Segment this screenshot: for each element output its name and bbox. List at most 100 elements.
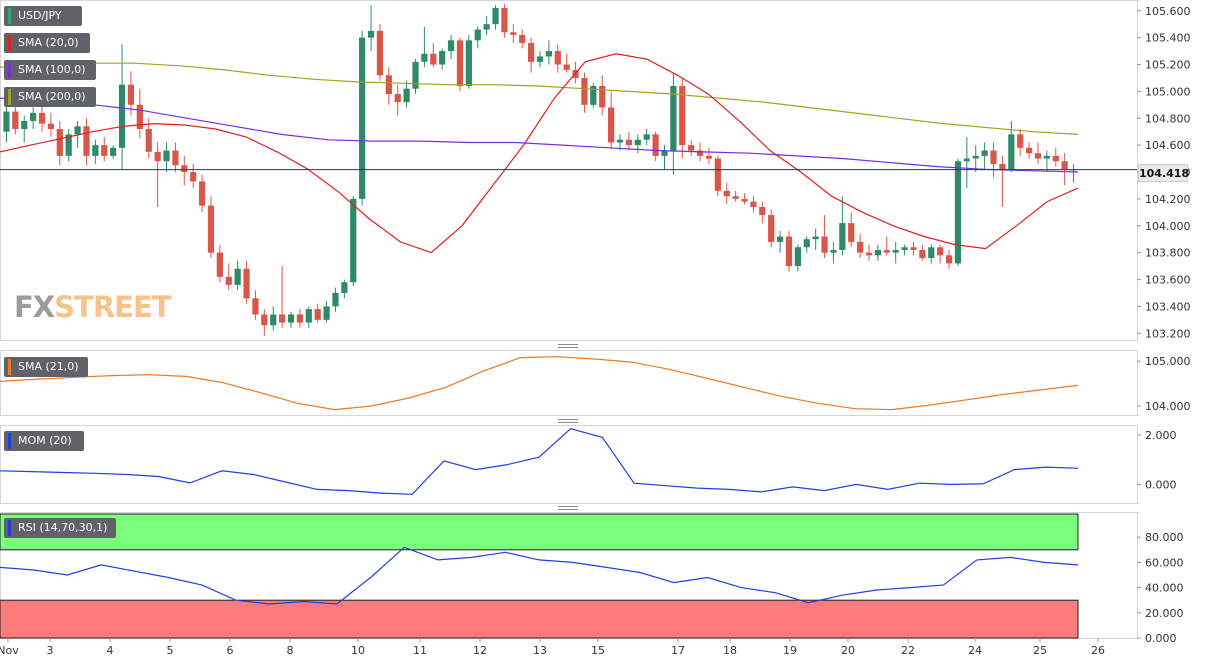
candle-body	[963, 158, 970, 162]
sma200-line	[0, 62, 1079, 135]
candle-body	[928, 247, 935, 259]
legend-rsi-swatch	[8, 520, 11, 536]
candle-body	[661, 150, 668, 156]
price-axis-label: 104.600	[1145, 139, 1191, 152]
candle-body	[652, 134, 659, 156]
legend-rsi-label: RSI (14,70,30,1)	[18, 521, 108, 534]
x-axis-label: 6	[227, 644, 234, 657]
candle-body	[350, 198, 357, 283]
candle-body	[599, 86, 606, 108]
mom-line	[0, 428, 1079, 495]
sma20-line	[0, 53, 1079, 254]
candle-body	[465, 40, 472, 87]
panel-splitter-handle	[558, 506, 578, 507]
candle-body	[768, 215, 775, 242]
candle-body	[750, 201, 757, 207]
candle-body	[403, 88, 410, 103]
candle-body	[492, 8, 499, 25]
x-axis-label: 4	[107, 644, 114, 657]
candle-body	[1017, 134, 1024, 148]
candle-body	[198, 181, 206, 206]
candle-body	[554, 51, 561, 65]
candle-body	[412, 61, 419, 89]
candle-body	[385, 75, 392, 95]
sma21-axis-label: 104.000	[1145, 400, 1191, 413]
candle-body	[421, 53, 428, 62]
candle-body	[812, 236, 819, 240]
candle-body	[225, 276, 232, 285]
panel-splitter-handle	[558, 347, 578, 348]
candle-body	[821, 236, 828, 253]
candle-body	[910, 247, 917, 250]
legend-sma100-swatch	[8, 62, 11, 78]
x-axis-label: 26	[1091, 644, 1105, 657]
legend-sma21-label: SMA (21,0)	[18, 360, 79, 373]
candle-body	[332, 292, 339, 307]
candle-body	[190, 172, 197, 182]
sma21-panel-frame	[0, 350, 1138, 416]
candle-body	[163, 150, 170, 162]
candle-body	[990, 150, 997, 164]
candle-body	[892, 249, 899, 253]
candle-body	[305, 309, 312, 323]
candle-body	[172, 150, 179, 166]
candle-body	[937, 247, 944, 256]
candle-body	[456, 40, 464, 87]
candle-body	[261, 314, 268, 326]
candle-body	[1052, 155, 1059, 162]
legend-mom: MOM (20)	[4, 431, 84, 451]
candle-body	[972, 155, 979, 159]
candle-body	[670, 86, 677, 151]
x-axis-label: 22	[901, 644, 915, 657]
candle-body	[501, 8, 508, 33]
rsi-axis-label: 40.000	[1145, 582, 1184, 595]
candle-body	[999, 163, 1006, 170]
rsi-overbought-band	[0, 513, 1079, 551]
rsi-line	[0, 546, 1079, 605]
legend-sma100-label: SMA (100,0)	[18, 63, 86, 76]
legend-rsi: RSI (14,70,30,1)	[4, 518, 116, 538]
candle-body	[732, 196, 739, 199]
candle-body	[447, 40, 455, 52]
legend-sma100: SMA (100,0)	[4, 60, 96, 80]
candle-body	[954, 161, 962, 264]
candle-body	[270, 314, 277, 326]
candle-body	[1008, 134, 1015, 170]
candle-body	[536, 56, 544, 62]
candle-body	[207, 205, 215, 253]
candle-body	[901, 247, 908, 250]
candle-body	[741, 198, 748, 202]
candle-body	[679, 86, 686, 146]
candle-body	[12, 111, 19, 130]
candle-body	[883, 249, 890, 253]
candle-body	[590, 86, 597, 105]
candle-body	[92, 145, 99, 156]
sma100-line	[0, 97, 1079, 173]
x-axis-label: 10	[351, 644, 365, 657]
candle-body	[118, 84, 126, 148]
mom-axis-label: 2.000	[1145, 429, 1177, 442]
candle-body	[279, 314, 286, 323]
price-axis-label: 105.400	[1145, 32, 1191, 45]
candle-body	[643, 134, 650, 140]
legend-pair: USD/JPY	[4, 6, 82, 26]
candle-body	[723, 190, 730, 197]
candle-body	[688, 145, 695, 151]
legend-sma20-label: SMA (20,0)	[18, 36, 79, 49]
candle-body	[154, 151, 161, 162]
panel-splitter-handle	[558, 344, 578, 345]
candle-body	[394, 94, 401, 103]
panel-splitter-handle	[558, 422, 578, 423]
candle-body	[341, 282, 348, 293]
candle-body	[616, 139, 624, 143]
candle-body	[367, 30, 375, 38]
candle-body	[101, 145, 108, 156]
candle-body	[759, 206, 766, 216]
price-axis-label: 103.200	[1145, 327, 1191, 340]
candle-body	[136, 104, 143, 130]
price-axis-label: 103.800	[1145, 247, 1191, 260]
legend-mom-label: MOM (20)	[18, 434, 72, 447]
candle-body	[216, 252, 223, 277]
